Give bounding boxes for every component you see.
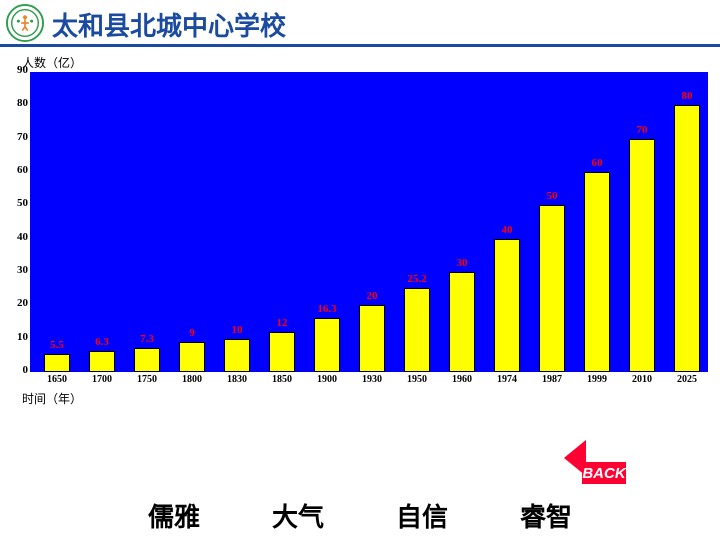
x-tick: 1800 — [182, 374, 202, 385]
bar-value-label: 25.2 — [405, 273, 429, 285]
x-tick: 1950 — [407, 374, 427, 385]
bar: 9 — [179, 342, 205, 372]
bar: 12 — [269, 332, 295, 372]
y-axis: 0102030405060708090 — [10, 70, 30, 374]
bar-value-label: 80 — [675, 90, 699, 102]
back-button-label: BACK — [582, 465, 626, 482]
bar: 40 — [494, 239, 520, 372]
bar-value-label: 40 — [495, 224, 519, 236]
bar: 80 — [674, 105, 700, 372]
header-rule — [0, 44, 720, 47]
y-tick: 40 — [10, 231, 28, 243]
bar-value-label: 5.5 — [45, 339, 69, 351]
chart-plot-area: 5.56.37.39101216.32025.2304050607080 — [30, 72, 708, 372]
y-tick: 80 — [10, 97, 28, 109]
bar-value-label: 10 — [225, 324, 249, 336]
bar-value-label: 6.3 — [90, 336, 114, 348]
x-tick: 1987 — [542, 374, 562, 385]
footer-word: 睿智 — [520, 497, 572, 534]
bar-value-label: 50 — [540, 190, 564, 202]
y-tick: 70 — [10, 131, 28, 143]
y-tick: 30 — [10, 264, 28, 276]
x-tick: 1999 — [587, 374, 607, 385]
bar: 25.2 — [404, 288, 430, 372]
bar-value-label: 30 — [450, 257, 474, 269]
x-tick: 1830 — [227, 374, 247, 385]
x-axis-label: 时间（年） — [22, 390, 82, 407]
bar: 50 — [539, 205, 565, 372]
y-tick: 50 — [10, 197, 28, 209]
bar: 60 — [584, 172, 610, 372]
bar: 6.3 — [89, 351, 115, 372]
bar: 10 — [224, 339, 250, 372]
x-tick: 2025 — [677, 374, 697, 385]
x-axis-ticks: 1650 1700 1750 1800 1830 1850 1900 1930 1950 1960… — [30, 374, 708, 388]
bar: 5.5 — [44, 354, 70, 372]
bar: 7.3 — [134, 348, 160, 372]
x-tick: 1650 — [47, 374, 67, 385]
bar: 20 — [359, 305, 385, 372]
bar: 70 — [629, 139, 655, 372]
footer: 儒雅 大气 自信 睿智 — [0, 497, 720, 534]
bar: 16.3 — [314, 318, 340, 372]
header: 太和县北城中心学校 — [0, 0, 720, 46]
x-tick: 1930 — [362, 374, 382, 385]
y-tick: 20 — [10, 297, 28, 309]
bar-value-label: 7.3 — [135, 333, 159, 345]
y-axis-label: 人数（亿） — [22, 54, 82, 71]
y-tick: 60 — [10, 164, 28, 176]
x-tick: 1960 — [452, 374, 472, 385]
bar-value-label: 70 — [630, 124, 654, 136]
x-tick: 1850 — [272, 374, 292, 385]
footer-word: 大气 — [272, 497, 324, 534]
bar-value-label: 20 — [360, 290, 384, 302]
school-name: 太和县北城中心学校 — [52, 6, 286, 43]
x-tick: 1700 — [92, 374, 112, 385]
footer-word: 儒雅 — [148, 497, 200, 534]
bar-value-label: 9 — [180, 327, 204, 339]
back-button[interactable]: BACK — [564, 440, 628, 488]
y-tick: 10 — [10, 331, 28, 343]
x-tick: 2010 — [632, 374, 652, 385]
school-logo — [6, 4, 44, 42]
bar-value-label: 60 — [585, 157, 609, 169]
footer-word: 自信 — [396, 497, 448, 534]
bar-value-label: 12 — [270, 317, 294, 329]
bar-value-label: 16.3 — [315, 303, 339, 315]
y-tick: 90 — [10, 64, 28, 76]
bar: 30 — [449, 272, 475, 372]
y-tick: 0 — [10, 364, 28, 376]
x-tick: 1900 — [317, 374, 337, 385]
x-tick: 1974 — [497, 374, 517, 385]
x-tick: 1750 — [137, 374, 157, 385]
